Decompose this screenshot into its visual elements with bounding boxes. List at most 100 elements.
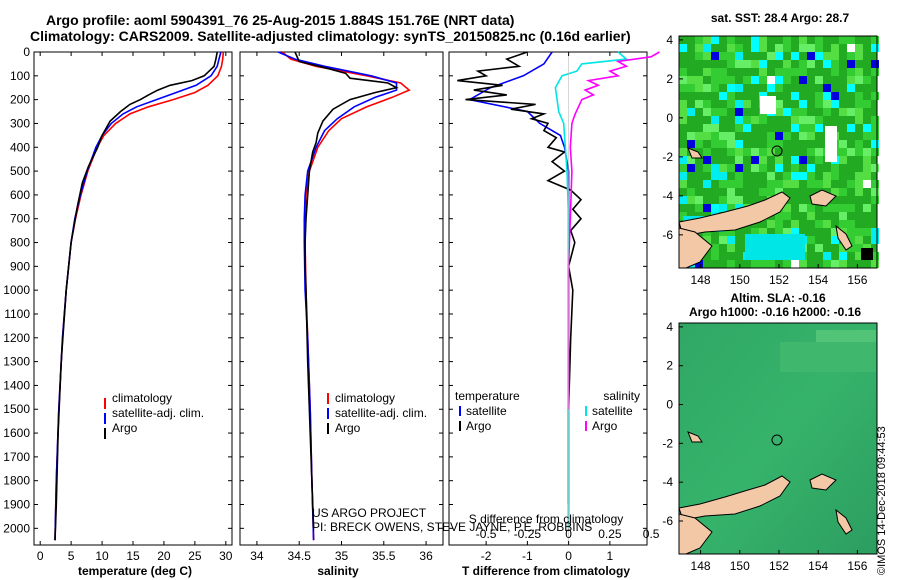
legend-satellite-sal: satellite-adj. clim. <box>335 406 427 420</box>
x-tick-label: 30 <box>219 549 233 563</box>
depth-tick-label: 100 <box>10 69 30 83</box>
depth-tick-label: 500 <box>10 164 30 178</box>
map-lat-tick-label: -6 <box>662 514 673 528</box>
land-mass-sst <box>678 191 791 237</box>
figure-title-line-1: Argo profile: aoml 5904391_76 25-Aug-201… <box>46 12 515 28</box>
island-sst-2 <box>835 224 853 251</box>
legend-argo-sal: Argo <box>335 421 361 435</box>
legend-climatology-sal: climatology <box>335 391 395 405</box>
salinity-panel: 34 34.5 35 35.5 36 salinity climatology sate… <box>239 51 444 578</box>
temperature-panel: 0 5 10 15 20 25 30 010020030040050060070080090… <box>3 45 647 578</box>
map-lat-tick-label: 0 <box>666 111 673 125</box>
series-argo <box>54 51 218 541</box>
map-lon-tick-label: 154 <box>808 559 828 573</box>
depth-tick-label: 1600 <box>3 426 30 440</box>
map-lat-tick-label: -2 <box>662 436 673 450</box>
x-tick-label: 15 <box>126 549 140 563</box>
series-argo <box>294 51 399 529</box>
depth-tick-label: 300 <box>10 116 30 130</box>
x-tick-label: 0 <box>37 549 44 563</box>
series-climatology <box>54 51 225 541</box>
map-lat-tick-label: -6 <box>662 228 673 242</box>
legend-climatology-temp: climatology <box>112 391 172 405</box>
x-tick-label: 10 <box>95 549 109 563</box>
depth-tick-label: 600 <box>10 188 30 202</box>
legend-temperature-satellite: satellite <box>466 404 507 418</box>
figure-title-line-2: Climatology: CARS2009. Satellite-adjuste… <box>30 28 631 44</box>
depth-tick-label: 1800 <box>3 474 30 488</box>
sst-map-title: sat. SST: 28.4 Argo: 28.7 <box>711 11 850 25</box>
difference-panel: -2 -1 0 1 -0.5 -0.25 0 0.25 0.5 S difference fr… <box>448 51 660 578</box>
series-temperature-argo <box>457 51 583 505</box>
depth-tick-label: 1200 <box>3 331 30 345</box>
x-tick-label: -1 <box>522 549 533 563</box>
argo-location-marker-sla <box>771 434 783 446</box>
legend-salinity-heading: salinity <box>603 389 640 403</box>
legend-temperature-argo: Argo <box>466 419 492 433</box>
map-lon-tick-label: 148 <box>691 559 711 573</box>
depth-tick-label: 400 <box>10 140 30 154</box>
depth-tick-label: 1500 <box>3 402 30 416</box>
map-lon-tick-label: 156 <box>847 559 867 573</box>
map-lat-tick-label: 2 <box>666 359 673 373</box>
map-lat-tick-label: -4 <box>662 189 673 203</box>
temperature-xlabel: temperature (deg C) <box>78 564 192 578</box>
s-difference-title: S difference from climatology <box>469 512 624 526</box>
legend-salinity-satellite: satellite <box>592 404 633 418</box>
island-sla-3 <box>687 431 703 443</box>
map-lon-tick-label: 150 <box>730 273 750 287</box>
island-sla-1 <box>809 473 837 491</box>
series-temperature-satellite <box>467 51 570 529</box>
series-salinity-argo <box>567 51 660 410</box>
sla-map: Altim. SLA: -0.16 Argo h1000: -0.16 h200… <box>662 291 878 573</box>
legend-salinity-argo: Argo <box>592 419 618 433</box>
series-salinity-satellite <box>554 51 629 529</box>
map-lat-tick-label: 4 <box>666 320 673 334</box>
depth-tick-label: 1000 <box>3 283 30 297</box>
sst-map: sat. SST: 28.4 Argo: 28.7 148 150 152 154 15… <box>662 11 879 287</box>
island-sst-3 <box>687 147 703 159</box>
salinity-xlabel: salinity <box>317 564 359 578</box>
depth-tick-label: 900 <box>10 259 30 273</box>
argo-location-marker-sst <box>771 145 783 157</box>
x-tick-label: 35 <box>335 549 349 563</box>
legend-argo-temp: Argo <box>112 421 138 435</box>
map-lat-tick-label: -4 <box>662 475 673 489</box>
land-mass-sla <box>678 475 791 521</box>
depth-tick-label: 1400 <box>3 378 30 392</box>
island-sla-2 <box>835 508 853 535</box>
credit-line-2: PI: BRECK OWENS, STEVE JAYNE, P.E. ROBBI… <box>312 520 593 534</box>
x-tick-label: 0 <box>565 549 572 563</box>
sla-map-title-2: Argo h1000: -0.16 h2000: -0.16 <box>689 305 861 319</box>
x-tick-label: 5 <box>68 549 75 563</box>
s-diff-tick-label: -0.25 <box>514 527 542 541</box>
s-diff-tick-label: 0.25 <box>598 527 622 541</box>
timestamp-watermark: ©IMOS 14-Dec-2018 09:44:53 <box>876 426 888 575</box>
depth-tick-label: 700 <box>10 212 30 226</box>
credit-line-1: US ARGO PROJECT <box>312 506 427 520</box>
depth-tick-label: 200 <box>10 93 30 107</box>
series-satellite-adj-clim- <box>277 51 398 541</box>
x-tick-label: 34.5 <box>288 549 312 563</box>
x-tick-label: 34 <box>250 549 264 563</box>
depth-tick-label: 800 <box>10 236 30 250</box>
t-difference-xlabel: T difference from climatology <box>462 564 630 578</box>
x-tick-label: 1 <box>607 549 614 563</box>
map-lon-tick-label: 152 <box>769 559 789 573</box>
legend-temperature-heading: temperature <box>455 389 520 403</box>
map-lat-tick-label: 2 <box>666 72 673 86</box>
map-lat-tick-label: -2 <box>662 150 673 164</box>
map-lon-tick-label: 154 <box>808 273 828 287</box>
s-diff-tick-label: -0.5 <box>476 527 497 541</box>
depth-tick-label: 1900 <box>3 498 30 512</box>
x-tick-label: 35.5 <box>372 549 396 563</box>
depth-tick-label: 1700 <box>3 450 30 464</box>
depth-tick-label: 0 <box>23 45 30 59</box>
series-climatology <box>281 51 411 541</box>
island-sst-1 <box>809 189 837 207</box>
x-tick-label: 25 <box>188 549 202 563</box>
depth-tick-label: 1100 <box>4 307 30 321</box>
x-tick-label: -2 <box>481 549 492 563</box>
project-credit: US ARGO PROJECT PI: BRECK OWENS, STEVE J… <box>312 506 592 534</box>
